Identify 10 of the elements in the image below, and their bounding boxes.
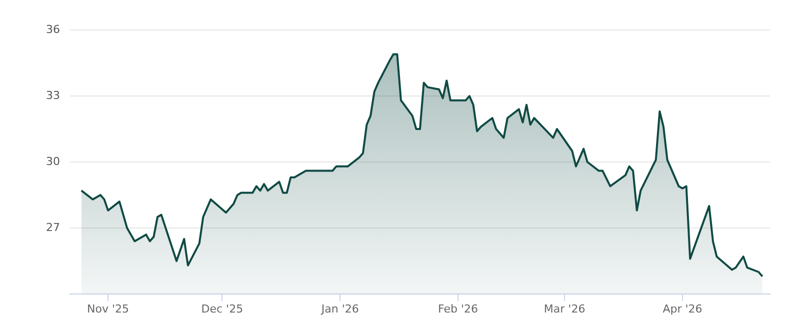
y-tick-label: 30: [46, 154, 60, 168]
x-tick-label: Nov '25: [87, 302, 130, 316]
x-tick-label: Apr '26: [662, 302, 702, 316]
y-tick-label: 27: [46, 220, 60, 234]
x-tick-label: Dec '25: [201, 302, 244, 316]
x-tick-label: Feb '26: [438, 302, 478, 316]
y-tick-label: 33: [46, 88, 60, 102]
x-tick-label: Mar '26: [544, 302, 586, 316]
x-tick-label: Jan '26: [320, 302, 359, 316]
y-tick-label: 36: [46, 22, 60, 36]
